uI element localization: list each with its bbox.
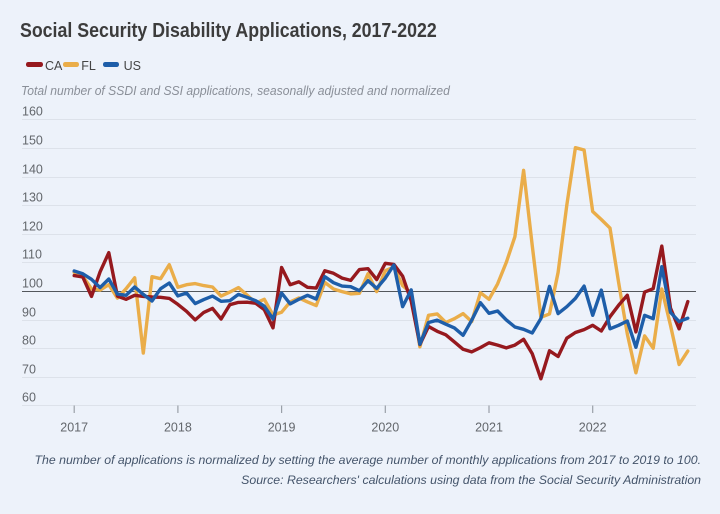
svg-text:160: 160 <box>22 105 43 119</box>
svg-text:80: 80 <box>22 334 36 348</box>
svg-text:2017: 2017 <box>60 421 88 435</box>
svg-text:120: 120 <box>22 220 43 234</box>
svg-text:130: 130 <box>22 191 43 205</box>
svg-text:140: 140 <box>22 163 43 177</box>
svg-text:60: 60 <box>22 391 36 405</box>
svg-text:2020: 2020 <box>371 421 399 435</box>
svg-text:2022: 2022 <box>579 421 607 435</box>
svg-text:2019: 2019 <box>268 421 296 435</box>
svg-text:2021: 2021 <box>475 421 503 435</box>
svg-text:150: 150 <box>22 134 43 148</box>
svg-text:110: 110 <box>22 248 42 262</box>
svg-text:70: 70 <box>22 363 36 377</box>
svg-text:2018: 2018 <box>164 421 192 435</box>
svg-text:100: 100 <box>22 277 43 291</box>
svg-text:90: 90 <box>22 306 36 320</box>
